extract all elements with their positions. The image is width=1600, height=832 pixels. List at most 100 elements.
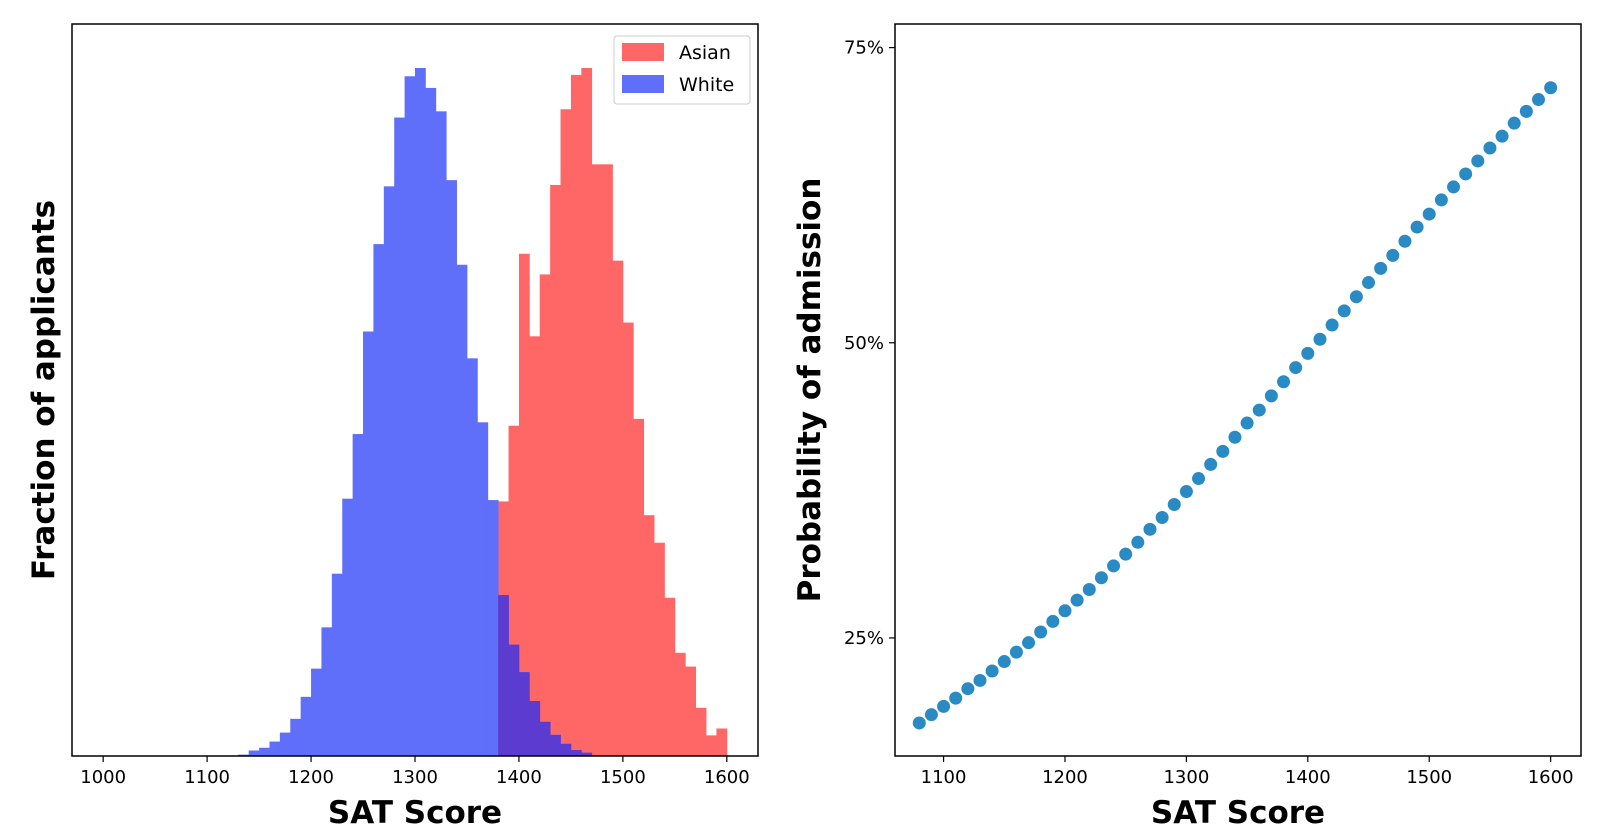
hist-bar-white-1270	[383, 186, 395, 757]
scatter-point-1380	[1277, 375, 1291, 389]
hist-bar-white-1200	[311, 668, 322, 756]
hist-bar-asian-1460	[581, 68, 593, 753]
hist-bar-overlap-1440	[560, 743, 572, 756]
scatter-point-1350	[1240, 416, 1254, 430]
scatter-point-1290	[1167, 498, 1181, 512]
scatter-x-tick-label-1200: 1200	[1042, 767, 1088, 788]
hist-bar-asian-1450	[570, 74, 582, 750]
hist-bar-asian-1520	[643, 515, 655, 756]
hist-bar-asian-1400	[518, 253, 530, 673]
scatter-point-1170	[1022, 636, 1036, 650]
scatter-points	[912, 81, 1558, 730]
scatter-point-1250	[1119, 547, 1133, 561]
hist-bar-asian-1500	[622, 322, 634, 756]
legend-label-white: White	[679, 74, 734, 96]
hist-x-tick-label-1500: 1500	[600, 767, 646, 788]
scatter-point-1430	[1337, 304, 1351, 318]
legend-swatch-asian	[622, 43, 664, 61]
scatter-point-1100	[937, 699, 951, 713]
hist-bar-white-1340	[456, 264, 468, 756]
scatter-point-1260	[1131, 535, 1145, 549]
hist-bar-asian-1540	[664, 597, 676, 756]
hist-bar-asian-1510	[633, 418, 645, 756]
hist-bar-white-1140	[248, 750, 260, 756]
hist-bar-asian-1390	[508, 425, 520, 645]
scatter-point-1570	[1507, 116, 1521, 130]
hist-bar-white-1320	[435, 111, 447, 757]
scatter-point-1300	[1179, 485, 1193, 499]
scatter-point-1480	[1398, 234, 1412, 248]
hist-bar-asian-1430	[550, 184, 561, 735]
scatter-point-1150	[997, 655, 1011, 669]
scatter-x-tick-label-1600: 1600	[1528, 767, 1574, 788]
scatter-point-1470	[1386, 248, 1400, 262]
scatter-y-axis-label: Probability of admission	[792, 178, 828, 603]
scatter-x-tick-label-1500: 1500	[1406, 767, 1452, 788]
scatter-point-1500	[1422, 207, 1436, 221]
scatter-x-tick-label-1400: 1400	[1285, 767, 1331, 788]
hist-bar-overlap-1390	[508, 644, 520, 756]
scatter-point-1320	[1204, 457, 1218, 471]
hist-bar-asian-1480	[602, 164, 613, 756]
hist-bar-asian-1440	[560, 109, 572, 744]
scatter-y-tick-label-0: 25%	[844, 628, 884, 649]
scatter-y-tick-label-1: 50%	[844, 333, 884, 354]
scatter-point-1180	[1034, 625, 1048, 639]
hist-x-tick-label-1100: 1100	[184, 767, 230, 788]
scatter-point-1550	[1483, 141, 1497, 155]
legend-label-asian: Asian	[679, 42, 731, 64]
hist-x-tick-label-1200: 1200	[288, 767, 334, 788]
hist-bar-asian-1560	[685, 666, 697, 756]
scatter-point-1510	[1434, 193, 1448, 207]
hist-bar-asian-1570	[695, 707, 707, 756]
scatter-point-1530	[1459, 167, 1473, 181]
scatter-point-1140	[985, 664, 999, 678]
hist-bar-white-1220	[331, 573, 343, 756]
scatter-point-1160	[1009, 645, 1023, 659]
histogram-bars	[238, 68, 728, 757]
histogram-legend: Asian White	[613, 35, 751, 105]
scatter-point-1580	[1519, 104, 1533, 118]
scatter-point-1080	[912, 716, 926, 730]
scatter-point-1390	[1289, 361, 1303, 375]
scatter-point-1230	[1094, 571, 1108, 585]
scatter-point-1120	[961, 682, 975, 696]
hist-bar-white-1240	[352, 434, 364, 756]
hist-bar-white-1160	[269, 741, 281, 756]
scatter-y-tick-label-2: 75%	[844, 38, 884, 59]
scatter-x-axis-label: SAT Score	[1151, 795, 1325, 831]
scatter-point-1490	[1410, 220, 1424, 234]
scatter-point-1270	[1143, 522, 1157, 536]
hist-x-tick-label-1300: 1300	[392, 767, 438, 788]
histogram-x-ticks: 1000 1100 1200 1300 1400 1500 1600	[80, 756, 750, 788]
hist-bar-overlap-1380	[498, 595, 509, 756]
hist-bar-white-1250	[363, 331, 374, 756]
scatter-point-1110	[949, 691, 963, 705]
scatter-point-1600	[1544, 81, 1558, 95]
scatter-x-tick-label-1300: 1300	[1163, 767, 1209, 788]
scatter-x-ticks: 1100 1200 1300 1400 1500 1600	[921, 756, 1574, 788]
scatter-point-1520	[1447, 180, 1461, 194]
scatter-point-1420	[1325, 318, 1339, 332]
scatter-point-1220	[1082, 583, 1096, 597]
scatter-x-tick-label-1100: 1100	[921, 767, 967, 788]
hist-bar-white-1290	[404, 76, 416, 756]
scatter-point-1090	[924, 708, 938, 722]
scatter-axes-frame	[894, 23, 1582, 757]
scatter-point-1590	[1532, 93, 1545, 107]
scatter-point-1130	[973, 673, 987, 687]
hist-bar-white-1370	[487, 500, 499, 756]
histogram-y-axis-label: Fraction of applicants	[26, 200, 62, 580]
scatter-point-1190	[1046, 614, 1060, 628]
scatter-point-1400	[1301, 346, 1315, 360]
hist-bar-overlap-1410	[529, 700, 541, 756]
hist-bar-white-1330	[446, 180, 457, 756]
legend-swatch-white	[622, 75, 664, 93]
scatter-point-1200	[1058, 604, 1072, 618]
scatter-point-1540	[1471, 154, 1485, 168]
hist-bar-white-1280	[394, 117, 405, 757]
hist-bar-asian-1490	[612, 260, 624, 756]
hist-bar-overlap-1430	[550, 734, 561, 756]
scatter-panel: 1100 1200 1300 1400 1500 1600 25% 50% 75% SAT S…	[792, 23, 1582, 831]
